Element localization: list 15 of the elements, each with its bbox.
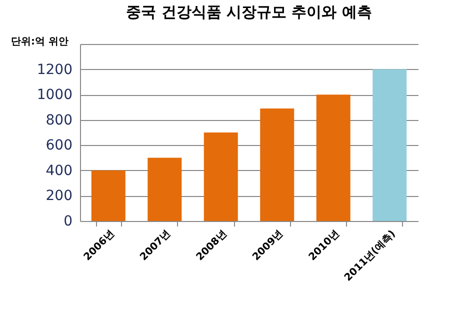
- y-tick-label: 800: [46, 112, 72, 128]
- bar: [148, 158, 182, 221]
- bar: [316, 94, 350, 221]
- y-tick-label: 200: [46, 188, 72, 204]
- bar: [91, 170, 126, 221]
- y-tick-label: 1200: [36, 62, 72, 78]
- text: 단위:억 위안: [11, 36, 68, 48]
- y-tick-label: 0: [64, 214, 72, 230]
- bar: [372, 69, 407, 221]
- bar: [204, 132, 238, 221]
- chart-title: 중국 건강식품 시장규모 추이와 예측: [126, 3, 372, 21]
- y-tick-label: 600: [46, 138, 72, 154]
- y-tick-label: 400: [46, 162, 72, 179]
- bar: [260, 108, 294, 221]
- y-tick-label: 1000: [36, 87, 72, 104]
